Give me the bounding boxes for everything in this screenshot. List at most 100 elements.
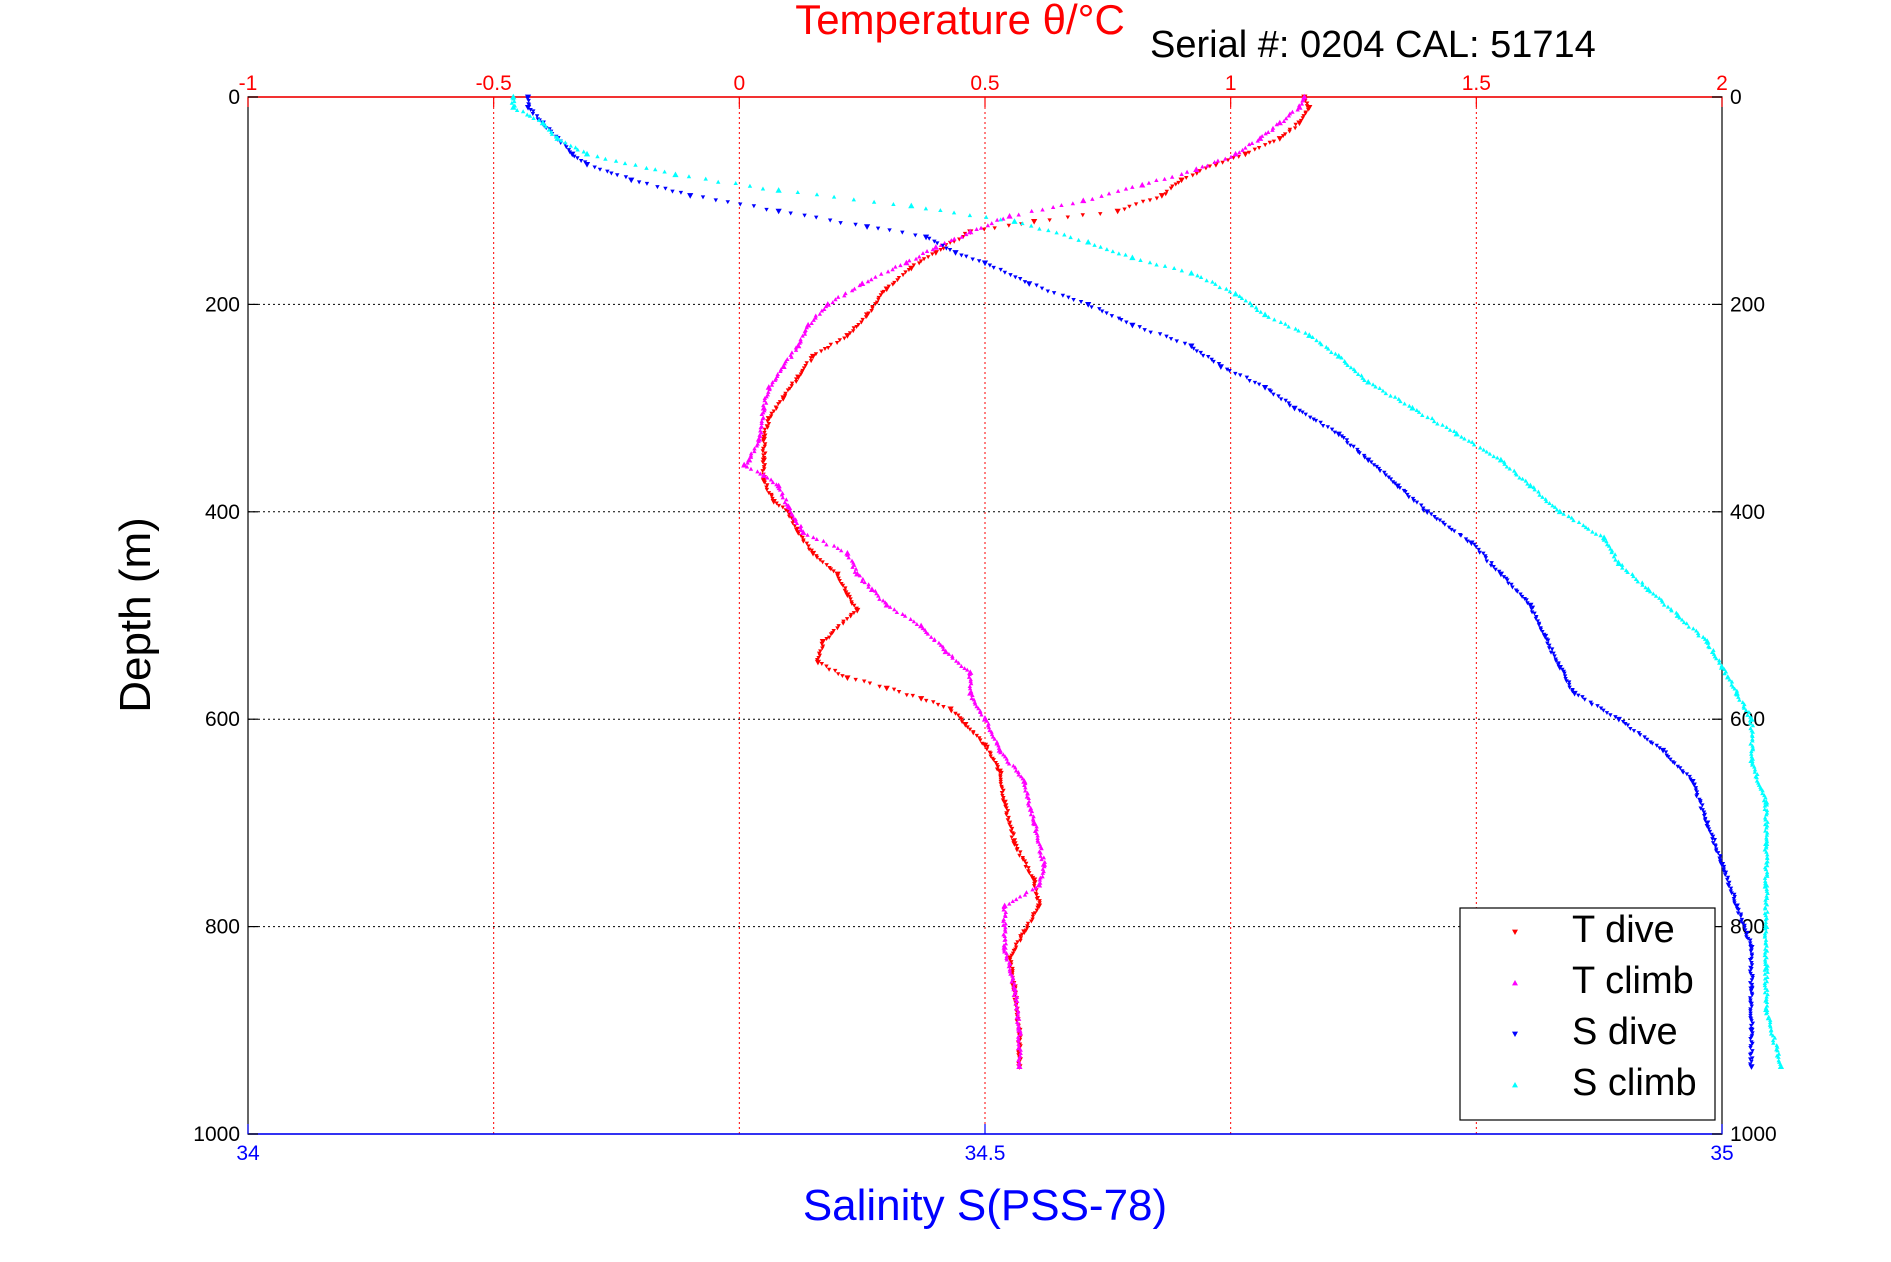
sample-point [840,674,845,679]
sample-point [918,259,924,264]
sample-point [1162,263,1168,268]
serial-annotation: Serial #: 0204 CAL: 51714 [1150,24,1596,66]
sample-point [1763,946,1768,951]
sample-point [1154,196,1160,201]
sample-point [1477,550,1482,555]
sample-point [1764,955,1769,960]
sample-point [824,637,829,641]
sample-point [873,274,878,279]
sample-point [1247,300,1253,305]
sample-point [1374,464,1379,469]
sample-point [853,566,859,571]
sample-point [1694,794,1699,799]
sample-point [1764,872,1770,877]
data-point [795,342,802,349]
sample-point [1748,1045,1753,1050]
sample-point [1710,834,1716,839]
sample-point [821,538,826,543]
sample-point [1706,827,1712,832]
sample-point [890,267,895,272]
sample-point [1691,626,1696,631]
sample-point [844,617,850,622]
sample-point [887,228,892,233]
sample-point [1429,416,1435,421]
data-point [918,622,925,629]
sample-point [860,317,865,322]
sample-point [985,223,991,228]
sample-point [1228,154,1234,159]
sample-point [1307,415,1313,420]
sample-point [896,275,902,280]
sample-point [1440,520,1446,525]
sample-point [1023,865,1028,869]
sample-point [1419,503,1424,508]
sample-point [1168,186,1174,191]
left-tick-label: 400 [205,501,240,524]
sample-point [965,667,970,672]
sample-point [765,475,770,480]
sample-point [1104,247,1110,252]
data-point [1748,1064,1755,1070]
sample-point [900,230,905,235]
sample-point [1016,1021,1021,1026]
sample-point [792,524,798,529]
sample-point [776,402,781,407]
sample-point [1762,931,1768,936]
sample-point [1008,824,1013,829]
sample-point [1329,349,1334,354]
sample-point [1035,905,1040,910]
sample-point [835,626,840,631]
sample-point [793,345,799,350]
sample-point [941,246,946,251]
sample-point [1702,813,1707,818]
sample-point [1764,825,1769,830]
sample-point [1164,189,1170,194]
sample-point [1411,499,1417,503]
sample-point [803,363,808,368]
sample-point [573,145,578,150]
sample-point [794,521,800,525]
sample-point [1764,808,1770,813]
sample-point [1329,427,1335,432]
sample-point [1772,1035,1778,1040]
sample-point [1643,585,1648,590]
sample-point [1123,252,1128,257]
sample-point [1168,337,1174,342]
sample-point [1770,1033,1776,1038]
sample-point [959,253,964,258]
sample-point [935,702,941,707]
sample-point [1212,159,1217,164]
sample-point [1750,743,1755,748]
data-point [1777,1063,1785,1069]
sample-point [770,380,775,385]
legend-label: T dive [1572,909,1675,951]
sample-point [775,371,780,376]
sample-point [874,591,879,596]
sample-point [857,573,863,578]
sample-point [1665,604,1671,609]
sample-point [853,677,858,682]
sample-point [891,687,897,692]
data-point [844,333,851,339]
sample-point [644,165,649,170]
sample-point [1032,911,1038,916]
sample-point [852,286,857,291]
sample-point [765,425,770,430]
data-point [1291,405,1298,412]
sample-point [1763,962,1768,966]
sample-point [1292,126,1298,131]
data-point [834,571,841,578]
sample-point [1495,455,1500,460]
left-tick-label: 600 [205,708,240,731]
sample-point [966,674,972,679]
sample-point [1037,226,1042,231]
sample-point [1458,533,1464,538]
sample-point [902,613,908,618]
sample-point [1106,191,1112,196]
sample-point [1360,375,1365,380]
sample-point [822,347,828,352]
sample-point [1028,812,1034,817]
sample-point [940,644,946,649]
sample-point [809,548,814,553]
sample-point [1535,619,1540,624]
